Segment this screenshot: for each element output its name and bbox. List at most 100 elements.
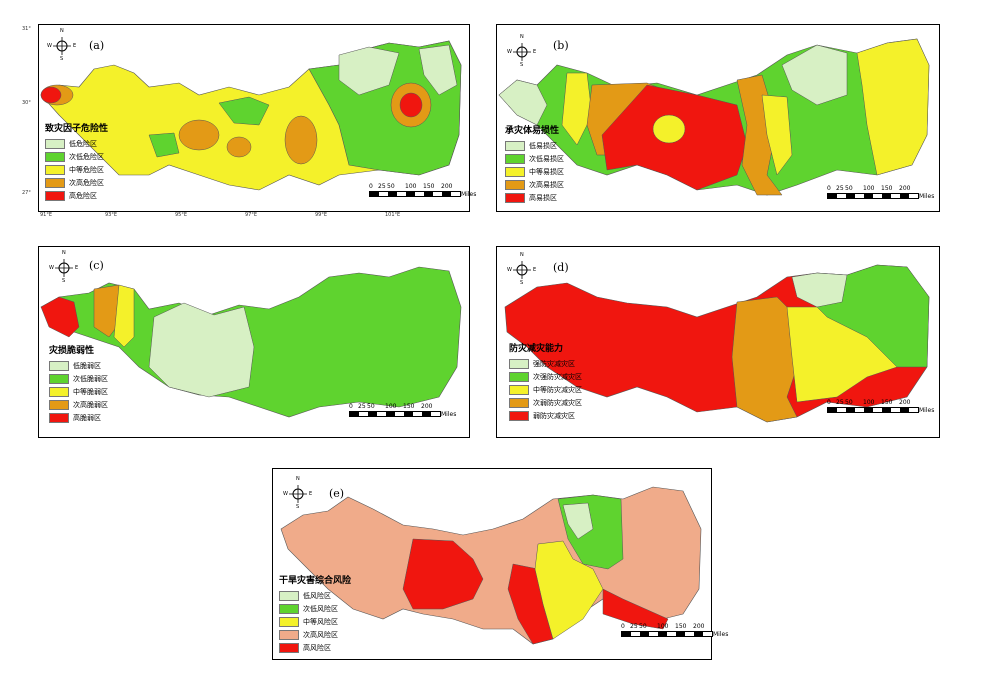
legend-label: 次弱防灾减灾区: [533, 398, 582, 407]
legend-title-d: 防灾减灾能力: [509, 344, 564, 354]
lon-tick-b: 93°E: [105, 212, 118, 218]
legend-label: 次低危险区: [69, 152, 104, 161]
scale-tick: 25: [836, 399, 844, 406]
compass-n: N: [60, 28, 64, 34]
region-highest-c: [40, 296, 80, 338]
legend-swatch: [509, 397, 529, 408]
legend-e: 干旱灾害综合风险 低风险区 次低风险区 中等风险区 次高风险区 高风险区: [279, 573, 351, 654]
map-b: [498, 38, 930, 196]
scale-track: [621, 631, 713, 637]
legend-swatch: [45, 151, 65, 162]
scale-tick: 25: [630, 623, 638, 630]
scale-labels: 0 25 50 100 150 200: [827, 185, 927, 193]
legend-row: 次高易损区: [505, 178, 564, 191]
legend-row: 中等危险区: [45, 163, 108, 176]
region-medium-e: [534, 540, 604, 640]
region-medium-b-core: [652, 114, 686, 144]
compass-s: S: [60, 56, 64, 62]
scale-tick: 100: [385, 403, 397, 410]
legend-label: 高脆弱区: [73, 413, 101, 422]
legend-label: 低易损区: [529, 141, 557, 150]
hotspot-high-a1: [178, 119, 220, 151]
legend-swatch: [505, 192, 525, 203]
compass-n: N: [62, 250, 66, 256]
north-arrow-b: N S W E: [507, 34, 536, 68]
scale-tick: 200: [899, 185, 911, 192]
scale-tick: 0: [369, 183, 373, 190]
legend-label: 高风险区: [303, 643, 331, 652]
compass-n: N: [296, 476, 300, 482]
compass-e: E: [75, 265, 79, 271]
legend-swatch: [509, 358, 529, 369]
legend-swatch: [279, 642, 299, 653]
lat-tick-bot: 27°: [22, 190, 31, 196]
scale-track: [827, 407, 919, 413]
compass-e: E: [309, 491, 313, 497]
legend-swatch: [45, 190, 65, 201]
scale-unit: Miles: [713, 631, 729, 638]
scale-tick: 150: [403, 403, 415, 410]
scale-labels: 0 25 50 100 150 200: [349, 403, 449, 411]
legend-row: 中等防灾减灾区: [509, 383, 582, 396]
map-panel-b: N S W E (b) 承灾体易损性 低易损区 次低易损区 中等易损区 次高易损…: [496, 24, 940, 212]
legend-swatch: [509, 371, 529, 382]
legend-swatch: [509, 410, 529, 421]
lat-tick-mid: 30°: [22, 100, 31, 106]
map-e: [280, 486, 702, 645]
region-lowest-d: [791, 272, 848, 308]
legend-title-b: 承灾体易损性: [505, 126, 560, 136]
region-low-mid-a: [218, 96, 270, 126]
legend-row: 次低风险区: [279, 602, 351, 615]
scale-tick: 50: [845, 399, 853, 406]
panel-letter-c: (c): [89, 259, 104, 272]
region-medium-c: [113, 284, 135, 348]
north-arrow-d: N S W E: [507, 252, 536, 286]
legend-swatch: [45, 164, 65, 175]
compass-s: S: [520, 62, 524, 68]
scale-tick: 150: [881, 185, 893, 192]
lon-tick-f: 101°E: [385, 212, 401, 218]
legend-swatch: [45, 138, 65, 149]
legend-label: 中等风险区: [303, 617, 338, 626]
legend-row: 高危险区: [45, 189, 108, 202]
legend-title-e: 干旱灾害综合风险: [279, 576, 352, 586]
north-arrow-c: N S W E: [49, 250, 79, 284]
region-lowest-e: [562, 502, 594, 540]
lon-tick-d: 97°E: [245, 212, 258, 218]
region-highest-e3: [602, 588, 669, 630]
map-panel-e: N S W E (e) 干旱灾害综合风险 低风险区 次低风险区 中等风险区 次高…: [272, 468, 728, 660]
legend-swatch: [509, 384, 529, 395]
legend-row: 次高脆弱区: [49, 398, 108, 411]
hotspot-high-a2: [226, 136, 252, 158]
lon-tick-c: 95°E: [175, 212, 188, 218]
north-arrow-a: N S W E: [47, 28, 76, 62]
legend-row: 次强防灾减灾区: [509, 370, 582, 383]
legend-row: 高风险区: [279, 641, 351, 654]
legend-label: 强防灾减灾区: [533, 359, 575, 368]
hotspot-high-a3: [284, 115, 318, 165]
scale-bar-c: 0 25 50 100 150 200 Miles: [349, 403, 456, 418]
legend-row: 次低危险区: [45, 150, 108, 163]
region-low-mid-a2: [148, 132, 180, 158]
compass-w: W: [47, 43, 52, 49]
legend-swatch: [505, 166, 525, 177]
scale-tick: 150: [675, 623, 687, 630]
scale-bar-e: 0 25 50 100 150 200 Miles: [621, 623, 728, 638]
scale-tick: 50: [639, 623, 647, 630]
scale-tick: 100: [863, 399, 875, 406]
scale-tick: 200: [421, 403, 433, 410]
legend-swatch: [505, 179, 525, 190]
scale-bar-b: 0 25 50 100 150 200 Miles: [827, 185, 934, 200]
lat-tick-top: 31°: [22, 26, 31, 32]
map-panel-d: N S W E (d) 防灾减灾能力 强防灾减灾区 次强防灾减灾区 中等防灾减灾…: [496, 246, 940, 438]
map-c: [40, 266, 462, 418]
scale-tick: 200: [899, 399, 911, 406]
legend-c: 灾损脆弱性 低脆弱区 次低脆弱区 中等脆弱区 次高脆弱区 高脆弱区: [49, 343, 108, 424]
legend-row: 次高风险区: [279, 628, 351, 641]
scale-labels: 0 25 50 100 150 200: [369, 183, 469, 191]
scale-tick: 25: [358, 403, 366, 410]
scale-track: [369, 191, 461, 197]
scale-tick: 50: [387, 183, 395, 190]
scale-tick: 200: [441, 183, 453, 190]
legend-label: 次高危险区: [69, 178, 104, 187]
